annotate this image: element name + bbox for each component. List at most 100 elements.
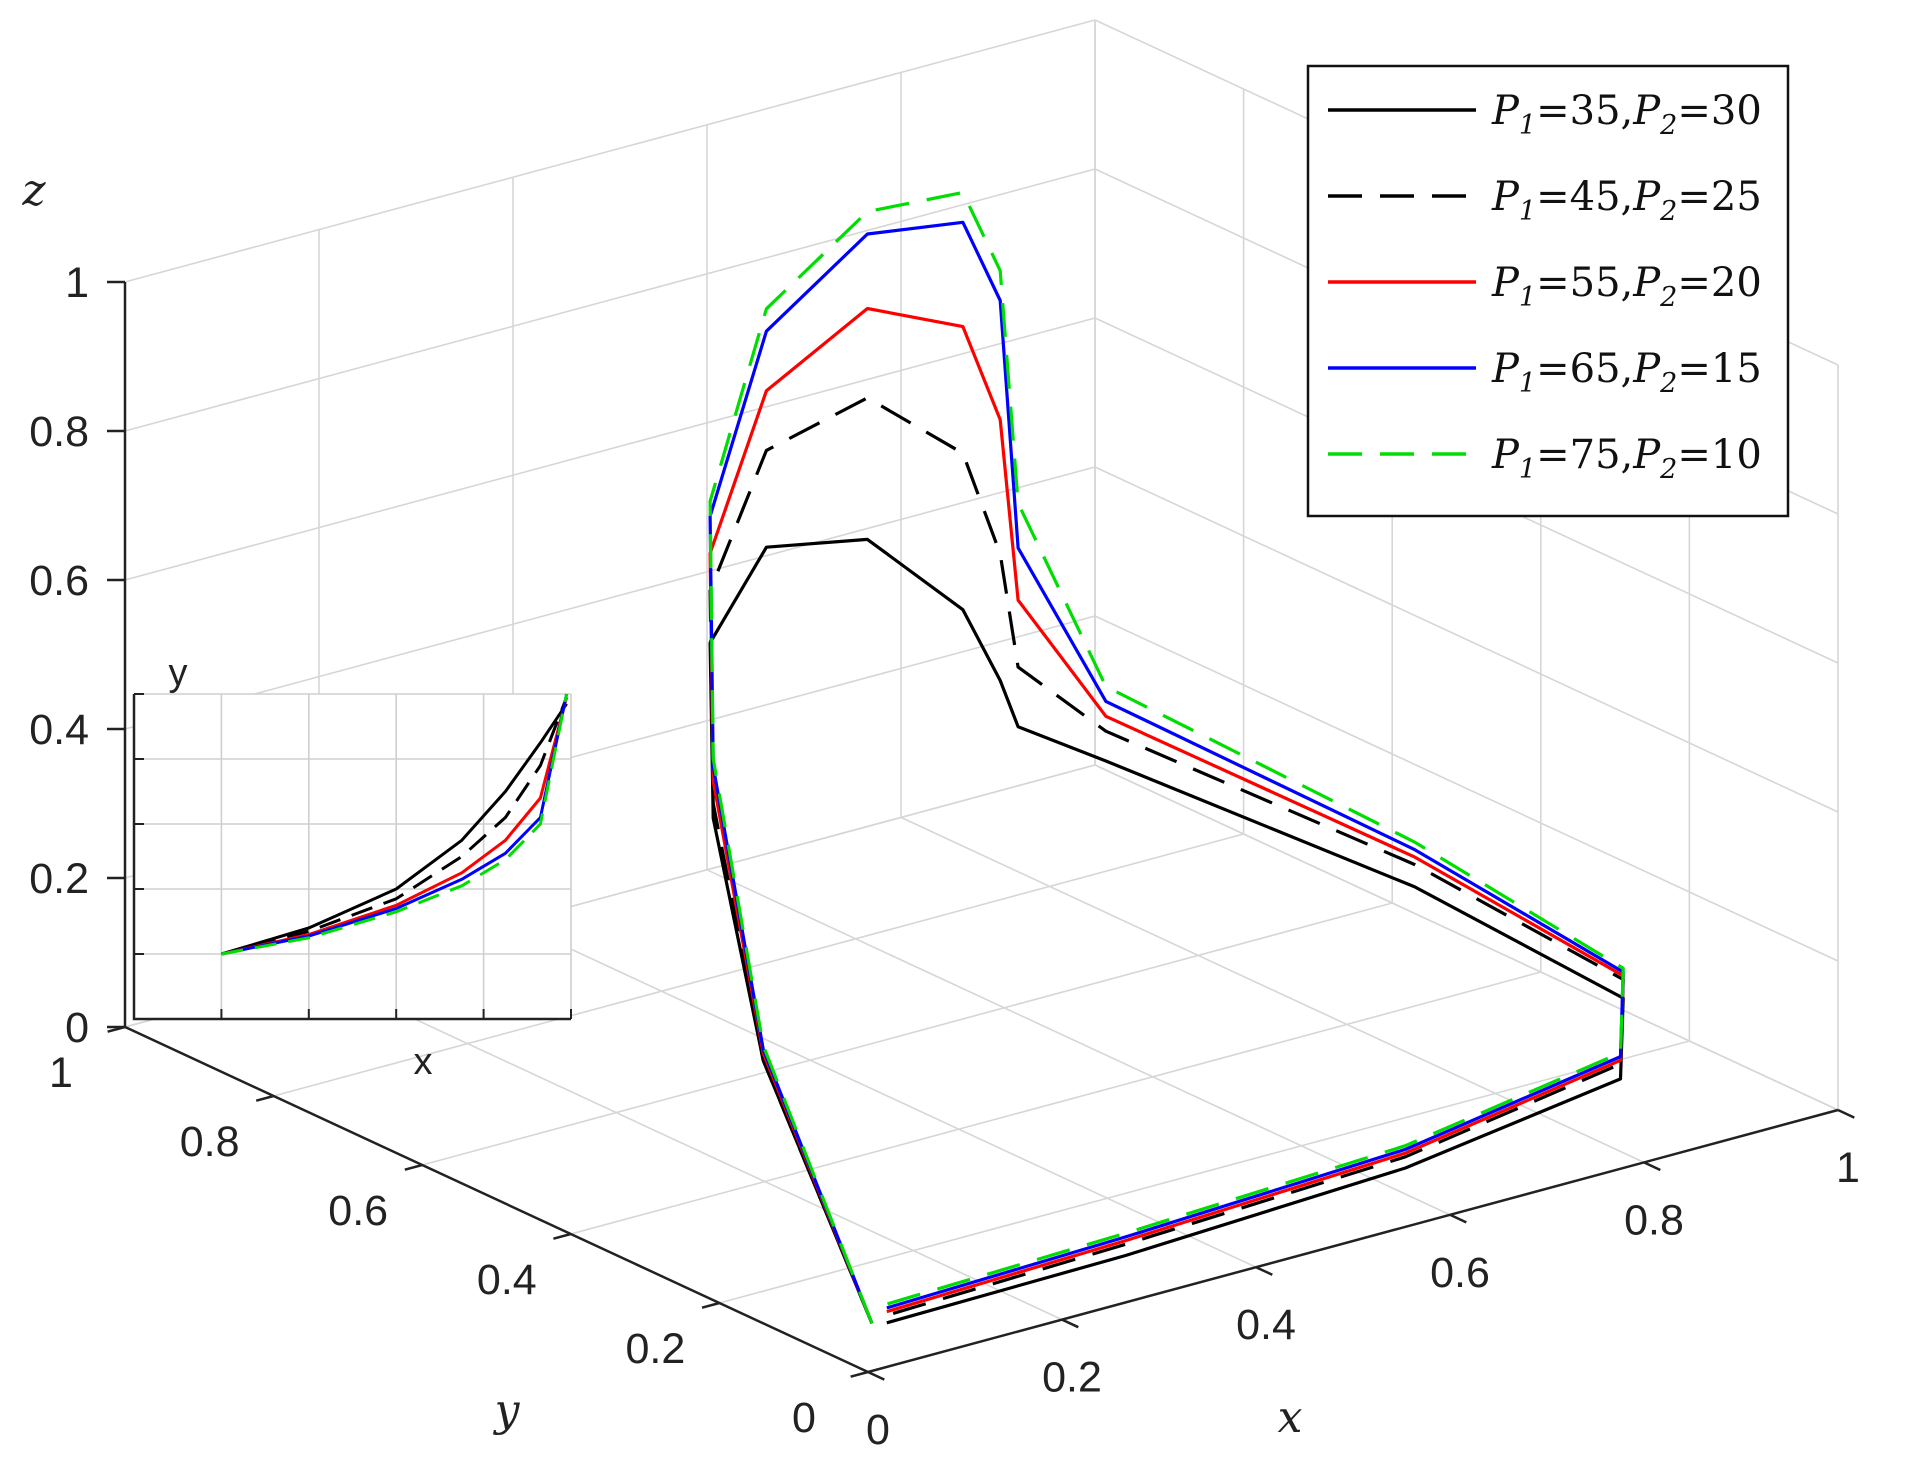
inset-y-label: y: [169, 652, 188, 694]
y-tick-label: 0.6: [328, 1187, 388, 1235]
x-tick-mark: [867, 1370, 885, 1381]
x-tick-mark: [1255, 1266, 1273, 1276]
y-tick-label: 0: [792, 1394, 816, 1442]
legend-label-4: P1=65,P2=15: [1491, 346, 1762, 399]
x-tick-label: 0: [866, 1406, 890, 1454]
z-tick-label: 0.2: [29, 855, 89, 903]
z-axis-label: z: [21, 165, 46, 216]
y-tick-label: 0.2: [626, 1325, 686, 1373]
z-tick-label: 0.8: [29, 408, 89, 456]
legend-label-part: P: [1491, 174, 1520, 220]
legend-label-part: 1: [1519, 196, 1536, 227]
inset-x-label: x: [414, 1041, 433, 1083]
floor-gridline-y: [421, 902, 1393, 1166]
y-tick-mark: [107, 1025, 126, 1033]
y-tick-mark: [255, 1094, 274, 1102]
floor-gridline-y: [273, 833, 1244, 1097]
series-line-2: [708, 396, 1625, 1324]
y-tick-label: 1: [49, 1049, 73, 1097]
y-axis-label: y: [493, 1385, 521, 1436]
y-tick-mark: [850, 1370, 869, 1378]
back-wall-gridline-horizontal: [124, 317, 1096, 581]
tick-labels: 0 0 0 0.2 0.2 0.2 0.4 0.4 0.4 0.6 0.6 0.6 0.8 0.8 0.8 1…: [29, 259, 1860, 1454]
3d-series-lines: [708, 190, 1625, 1325]
legend-label-part: =65,: [1536, 346, 1633, 392]
floor-gridline-x: [512, 921, 1257, 1268]
inset-gridlines: [134, 693, 572, 1019]
x-tick-mark: [1643, 1161, 1661, 1172]
inset-axes: [132, 694, 571, 1021]
legend-label-1: P1=35,P2=30: [1491, 88, 1762, 141]
inset-series-lines: [220, 693, 569, 956]
legend-label-3: P1=55,P2=20: [1491, 260, 1762, 313]
floor-gridline-y: [570, 971, 1542, 1235]
legend-label-part: 2: [1659, 110, 1677, 141]
inset-plot: y x: [132, 652, 572, 1083]
floor-gridline-x: [900, 816, 1645, 1164]
x-tick-mark: [1449, 1213, 1467, 1224]
back-wall-gridline-horizontal: [124, 466, 1096, 730]
legend-label-part: 1: [1519, 110, 1536, 141]
floor-gridline-x: [706, 869, 1451, 1216]
legend-label-part: P: [1632, 88, 1661, 134]
x-tick-label: 0.4: [1236, 1301, 1296, 1349]
legend-label-part: =75,: [1536, 432, 1633, 478]
legend-label-part: 1: [1519, 282, 1536, 313]
legend-label-part: P: [1491, 346, 1520, 392]
back-wall-gridline-horizontal: [124, 168, 1096, 432]
y-tick-label: 0.4: [477, 1256, 537, 1304]
inset-series-line-1: [220, 702, 568, 956]
legend-label-part: =55,: [1536, 260, 1633, 306]
legend-label-part: P: [1632, 260, 1661, 306]
z-tick-label: 0: [65, 1004, 89, 1052]
legend-label-part: =25: [1677, 174, 1761, 220]
legend-label-part: =15: [1677, 346, 1761, 392]
x-tick-mark: [1061, 1318, 1079, 1329]
legend-label-part: P: [1491, 432, 1520, 478]
floor-gridline-x: [318, 973, 1063, 1321]
y-axis-line: [124, 1025, 869, 1374]
legend-label-part: =20: [1677, 260, 1761, 306]
legend-label-part: P: [1632, 346, 1661, 392]
right-wall-gridline-horizontal: [1094, 466, 1839, 813]
legend-label-part: 2: [1659, 368, 1677, 399]
y-tick-mark: [701, 1301, 720, 1309]
inset-series-line-3: [221, 696, 569, 956]
y-tick-mark: [553, 1232, 572, 1240]
back-wall-gridline-horizontal: [124, 19, 1096, 283]
floor-gridline-y: [719, 1040, 1690, 1304]
legend-label-part: 2: [1659, 282, 1677, 313]
legend-label-part: P: [1491, 260, 1520, 306]
z-tick-label: 0.6: [29, 557, 89, 605]
inset-background: [134, 694, 571, 1019]
x-axis-line: [867, 1108, 1839, 1374]
legend-box: [1306, 64, 1790, 518]
legend-label-part: 1: [1519, 368, 1536, 399]
z-tick-label: 0.4: [29, 706, 89, 754]
y-tick-mark: [404, 1163, 423, 1171]
x-tick-mark: [1837, 1108, 1855, 1119]
legend-label-part: =10: [1677, 432, 1761, 478]
x-tick-label: 0.6: [1430, 1249, 1490, 1297]
legend-label-part: =35,: [1536, 88, 1633, 134]
series-line-5: [708, 190, 1625, 1324]
legend-label-part: 2: [1659, 196, 1677, 227]
y-tick-label: 0.8: [180, 1118, 240, 1166]
legend: P1=35,P2=30P1=45,P2=25P1=55,P2=20P1=65,P…: [1306, 64, 1790, 518]
legend-label-part: 1: [1519, 454, 1536, 485]
x-tick-label: 1: [1836, 1144, 1860, 1192]
legend-label-part: P: [1632, 432, 1661, 478]
legend-label-part: =30: [1677, 88, 1761, 134]
x-tick-label: 0.2: [1042, 1354, 1102, 1402]
3d-axes: [107, 280, 1855, 1381]
legend-label-5: P1=75,P2=10: [1491, 432, 1762, 485]
x-tick-label: 0.8: [1624, 1196, 1684, 1244]
legend-label-part: 2: [1659, 454, 1677, 485]
x-axis-label: x: [1278, 1392, 1303, 1443]
inset-series-line-2: [221, 696, 569, 956]
z-tick-label: 1: [65, 259, 89, 307]
right-wall-gridline-horizontal: [1094, 615, 1839, 962]
right-wall-gridline-horizontal: [1094, 764, 1839, 1111]
legend-label-2: P1=45,P2=25: [1491, 174, 1762, 227]
